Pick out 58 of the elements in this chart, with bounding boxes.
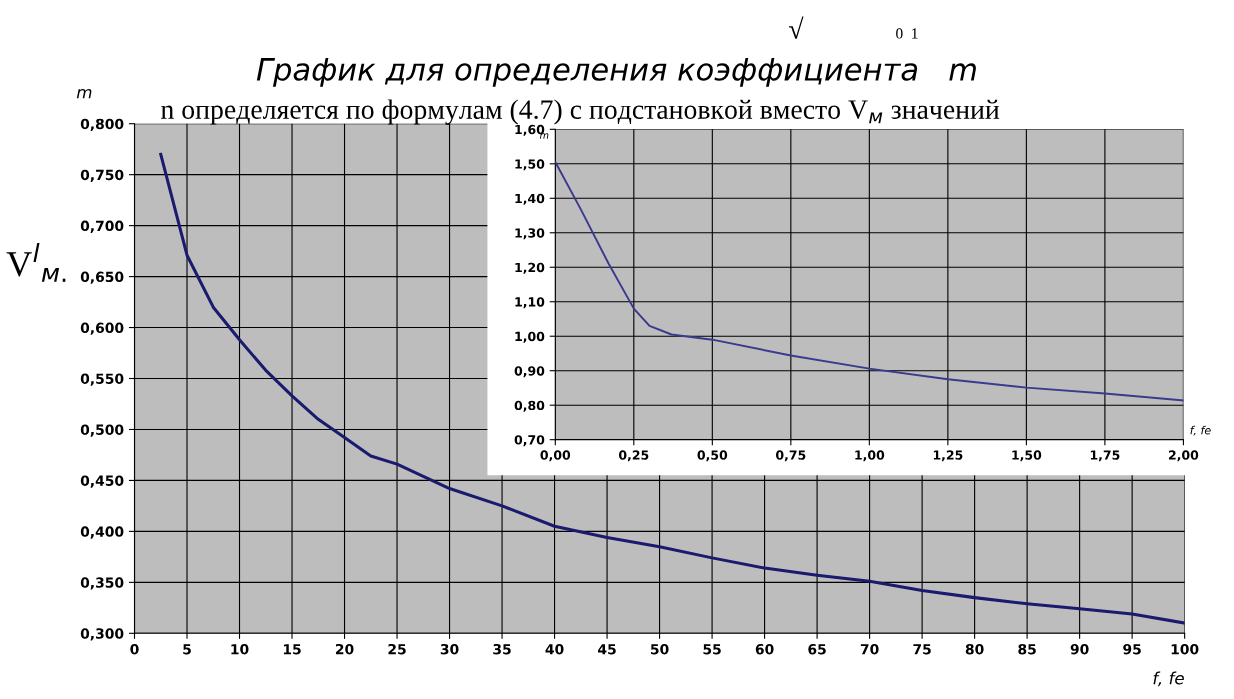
text: √	[789, 16, 804, 39]
y-tick-label: 0,700	[80, 220, 124, 233]
y-tick-label: 1,20	[515, 262, 545, 274]
x-tick-label: 65	[808, 643, 826, 655]
chart-title: График для определения коэффициента m	[256, 58, 976, 87]
x-tick-label: 75	[913, 644, 931, 655]
x-tick-label: 10	[231, 643, 249, 655]
y-tick-label: 0,750	[80, 169, 124, 182]
x-tick-label: 1,00	[855, 450, 885, 462]
y-tick-label: 0,300	[80, 628, 124, 641]
x-tick-label: 25	[388, 643, 406, 655]
x-tick-label: 50	[650, 643, 669, 655]
x-tick-label: 2,00	[1168, 450, 1199, 462]
x-tick-label: 95	[1123, 643, 1141, 655]
y-tick-label: 0,450	[80, 475, 124, 488]
y-tick-label: 0,350	[80, 577, 124, 590]
x-tick-label: 30	[440, 643, 459, 655]
y-tick-label: 0,550	[80, 373, 124, 386]
x-tick-label: 1,25	[933, 450, 963, 462]
text: 0 1	[896, 28, 918, 39]
y-tick-label: 0,400	[80, 526, 124, 539]
x-tick-label: 55	[703, 644, 721, 655]
y-axis-title: m	[76, 88, 92, 99]
x-tick-label: 0	[130, 643, 139, 655]
annotation: n определяется по формулам (4.7) с подстановкой вместо V$_{м}$ значений	[161, 99, 1000, 125]
y-tick-label: 1,10	[515, 297, 545, 309]
y-tick-label: 1,30	[515, 228, 545, 240]
x-tick-label: 90	[1070, 643, 1089, 655]
y-tick-label: 1,50	[515, 159, 545, 171]
x-tick-label: 70	[860, 643, 879, 655]
x-tick-label: 45	[598, 644, 616, 655]
x-tick-label: 1,75	[1090, 450, 1120, 462]
text: V$^{l}$$_{м.}$	[6, 242, 66, 282]
y-tick-label: 0,500	[80, 424, 124, 437]
x-tick-label: 80	[965, 643, 984, 655]
x-axis-title: f, fe	[1153, 671, 1184, 687]
y-tick-label: 0,90	[514, 366, 545, 378]
x-tick-label: 0,25	[618, 450, 649, 462]
y-tick-label: 0,80	[514, 400, 545, 412]
y-tick-label: 0,600	[80, 322, 124, 335]
x-tick-label: 0,75	[776, 450, 806, 462]
y-tick-label: 1,00	[515, 331, 545, 343]
y-tick-label: 0,800	[80, 118, 124, 131]
x-tick-label: 100	[1171, 643, 1199, 655]
x-tick-label: 60	[755, 643, 774, 655]
x-tick-label: 20	[335, 643, 354, 655]
x-tick-label: 40	[545, 643, 564, 655]
x-tick-label: 1,50	[1012, 450, 1042, 462]
x-tick-label: 0,50	[697, 450, 728, 462]
y-tick-label: 1,40	[515, 193, 545, 205]
y-tick-label: 0,650	[80, 271, 124, 284]
x-tick-label: 5	[183, 644, 191, 655]
x-tick-label: 85	[1018, 643, 1036, 655]
x-tick-label: 0,00	[540, 450, 571, 462]
x-tick-label: 15	[283, 644, 301, 655]
x-tick-label: 35	[493, 643, 511, 655]
x-axis-title: f, fe	[1190, 425, 1211, 436]
y-tick-label: 0,70	[514, 435, 545, 447]
